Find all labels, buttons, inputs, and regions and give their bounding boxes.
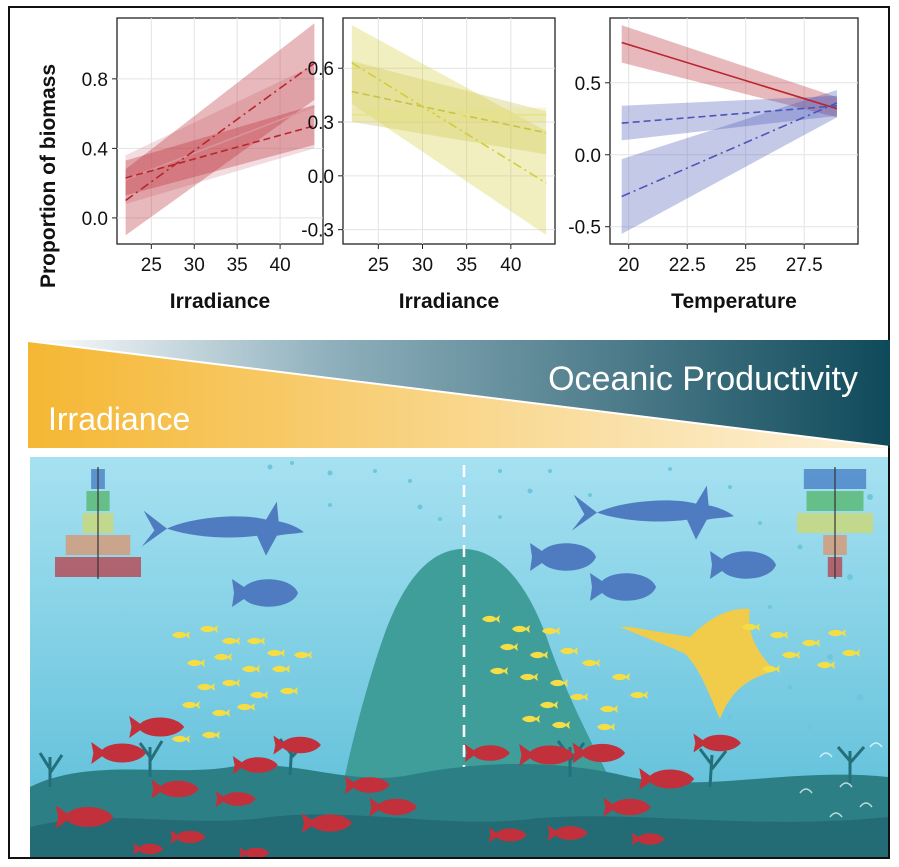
y-tick-label: -0.3 (301, 221, 334, 242)
x-axis-title: Irradiance (170, 290, 270, 313)
x-axis-title: Temperature (671, 290, 797, 313)
x-tick-label: 30 (184, 255, 205, 276)
plot-area (609, 17, 859, 245)
bubbles (267, 461, 879, 790)
reef-scene (30, 457, 888, 857)
plankton (799, 742, 883, 818)
x-tick-label: 20 (618, 255, 639, 276)
chart-panel-irradiance-2: 25 30 35 40 -0.3 0.0 0.3 0.6 Irradiance (301, 17, 556, 313)
confidence-band-1 (351, 25, 547, 236)
confidence-band-2 (125, 104, 315, 196)
confidence-band-0 (351, 61, 547, 155)
x-tick-label: 40 (500, 255, 521, 276)
x-tick-label: 35 (227, 255, 248, 276)
y-tick-label: 0.6 (308, 59, 334, 80)
x-tick-label: 25 (735, 255, 756, 276)
productivity-wedge (28, 340, 890, 446)
x-axis-title: Irradiance (399, 290, 499, 313)
irradiance-label: Irradiance (48, 401, 191, 437)
y-tick-label: 0.0 (82, 209, 108, 230)
x-tick-label: 25 (141, 255, 162, 276)
x-tick-label: 27.5 (786, 255, 823, 276)
figure-frame: Proportion of biomass 25 30 35 40 0.0 0.4 0.8 I… (8, 6, 890, 859)
confidence-band-0 (621, 25, 837, 118)
chart-panel-irradiance-1: 25 30 35 40 0.0 0.4 0.8 Irradiance (82, 17, 324, 313)
oceanic-productivity-label: Oceanic Productivity (548, 360, 858, 398)
series-line-1 (125, 62, 315, 202)
series-line-1 (621, 105, 838, 124)
reef-foreground (30, 814, 888, 857)
confidence-band-1 (621, 95, 837, 141)
y-tick-label: 0.8 (82, 70, 108, 91)
confidence-band-1 (125, 23, 315, 236)
y-tick-label: 0.4 (82, 139, 109, 160)
trophic-pyramid-right (797, 467, 873, 579)
y-tick-label: 0.0 (575, 146, 601, 167)
x-tick-label: 22.5 (669, 255, 706, 276)
y-tick-label: 0.0 (308, 167, 334, 188)
trophic-pyramid-left (55, 467, 141, 579)
confidence-band-0 (125, 64, 315, 205)
x-tick-label: 40 (270, 255, 291, 276)
series-line-0 (621, 41, 838, 110)
series-line-1 (351, 62, 547, 184)
y-axis-title: Proportion of biomass (37, 64, 60, 288)
y-tick-label: 0.3 (308, 113, 334, 134)
x-tick-label: 30 (412, 255, 433, 276)
x-tick-label: 35 (456, 255, 477, 276)
series-line-0 (351, 90, 547, 134)
charts-row: Proportion of biomass 25 30 35 40 0.0 0.4 0.8 I… (37, 17, 859, 313)
chart-panel-temperature: 20 22.5 25 27.5 -0.5 0.0 0.5 Temperature (568, 17, 859, 313)
irradiance-wedge (28, 342, 890, 448)
y-tick-label: 0.5 (575, 74, 601, 95)
y-tick-label: -0.5 (568, 218, 601, 239)
series-line-2 (621, 102, 838, 198)
x-tick-label: 25 (368, 255, 389, 276)
series-line-0 (125, 105, 315, 181)
manta-ray (620, 608, 775, 719)
gradient-band (28, 340, 890, 448)
